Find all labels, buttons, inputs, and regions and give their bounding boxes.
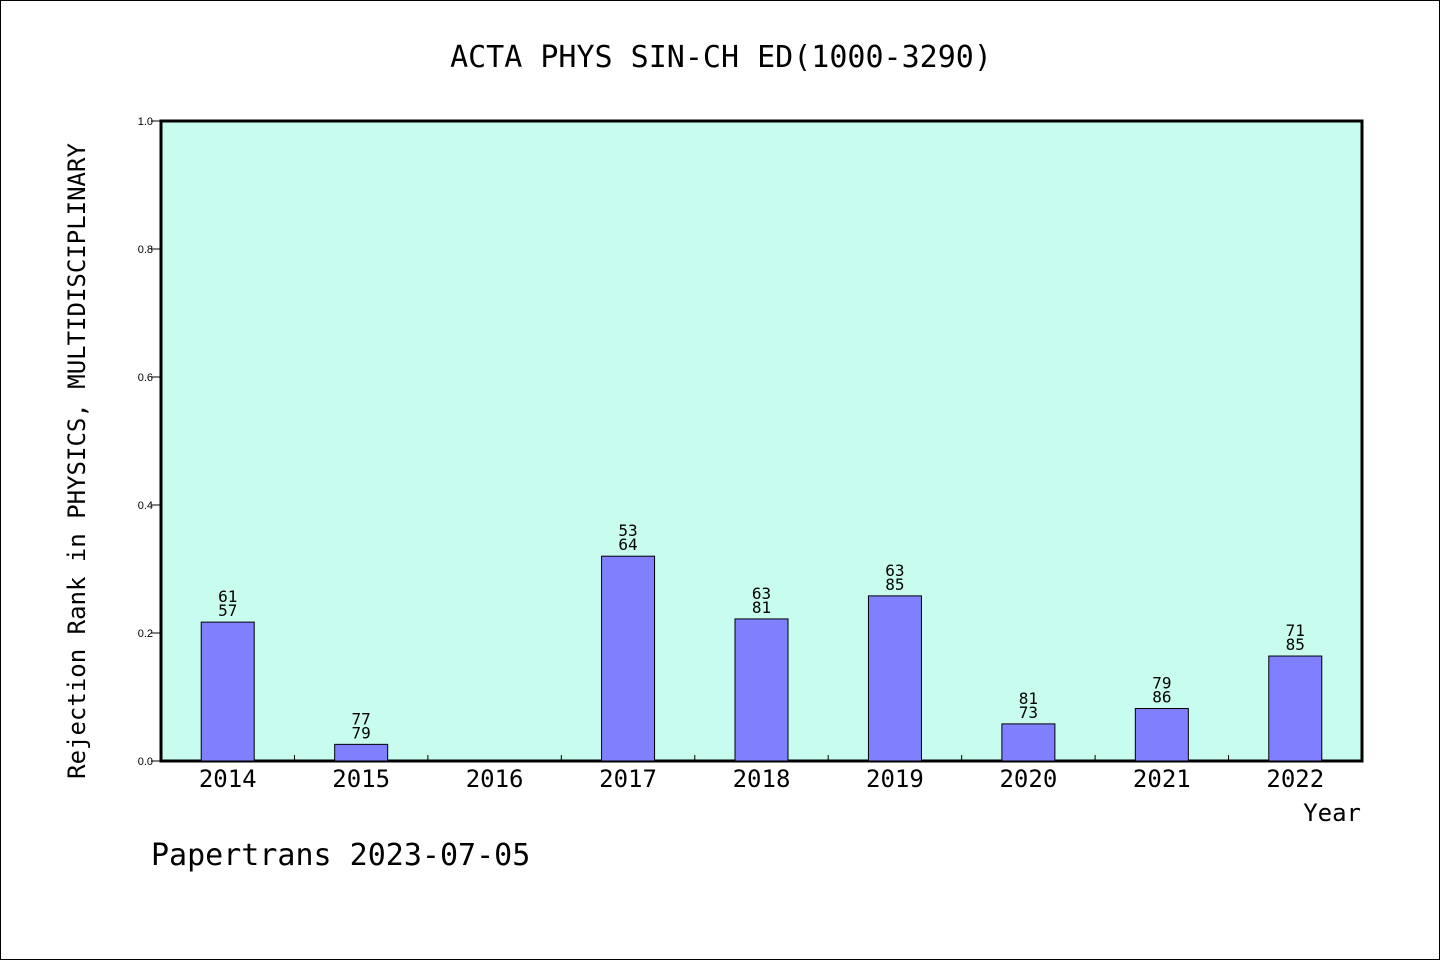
bar-label-bottom: 73 (1019, 703, 1038, 722)
bar-label-top: 77 (352, 709, 371, 728)
bar-2017 (601, 555, 656, 762)
bar-2020 (1001, 723, 1056, 762)
bar-label-bottom: 85 (885, 575, 904, 594)
bar-2022 (1268, 655, 1323, 762)
chart-title: ACTA PHYS SIN-CH ED(1000-3290) (450, 40, 992, 75)
bar-label-bottom: 64 (618, 535, 637, 554)
footer-credit: Papertrans 2023-07-05 (151, 838, 530, 873)
bar-label-top: 81 (1019, 689, 1038, 708)
x-tick-label: 2014 (199, 765, 257, 793)
bar-label-bottom: 86 (1152, 688, 1171, 707)
bar-label-top: 53 (618, 521, 637, 540)
bar-2014 (200, 621, 255, 762)
x-tick-label: 2016 (466, 765, 524, 793)
y-tick-label: 0.0 (138, 756, 153, 768)
bar-2021 (1134, 708, 1189, 762)
y-tick-label: 0.8 (138, 244, 153, 256)
x-tick-label: 2021 (1133, 765, 1191, 793)
x-tick-label: 2022 (1266, 765, 1324, 793)
x-axis: 2014 2015 2016 2017 2018 2019 2020 2021 2022 (199, 755, 1324, 793)
y-axis-label: Rejection Rank in PHYSICS, MULTIDISCIPLI… (63, 143, 91, 779)
bar-label-top: 61 (218, 587, 237, 606)
x-tick-label: 2019 (866, 765, 924, 793)
bar-2018 (734, 618, 789, 762)
y-tick-label: 0.6 (138, 372, 153, 384)
bar-label-bottom: 85 (1286, 635, 1305, 654)
bar-label-top: 71 (1286, 621, 1305, 640)
bar-2019 (867, 595, 922, 762)
bar-label-bottom: 57 (218, 601, 237, 620)
x-tick-label: 2020 (999, 765, 1057, 793)
bar-label-top: 63 (885, 561, 904, 580)
bar-series (200, 555, 1323, 762)
x-tick-label: 2015 (332, 765, 390, 793)
bar-label-top: 63 (752, 584, 771, 603)
bar-label-top: 79 (1152, 674, 1171, 693)
x-tick-label: 2017 (599, 765, 657, 793)
bar-label-bottom: 79 (352, 723, 371, 742)
y-axis: 0.0 0.2 0.4 0.6 0.8 1.0 (138, 116, 161, 768)
x-axis-label: Year (1303, 799, 1361, 827)
y-tick-label: 0.2 (138, 628, 153, 640)
bar-label-bottom: 81 (752, 598, 771, 617)
y-tick-label: 1.0 (138, 116, 153, 128)
x-tick-label: 2018 (733, 765, 791, 793)
bar-2015 (334, 743, 389, 762)
y-tick-label: 0.4 (138, 500, 153, 512)
